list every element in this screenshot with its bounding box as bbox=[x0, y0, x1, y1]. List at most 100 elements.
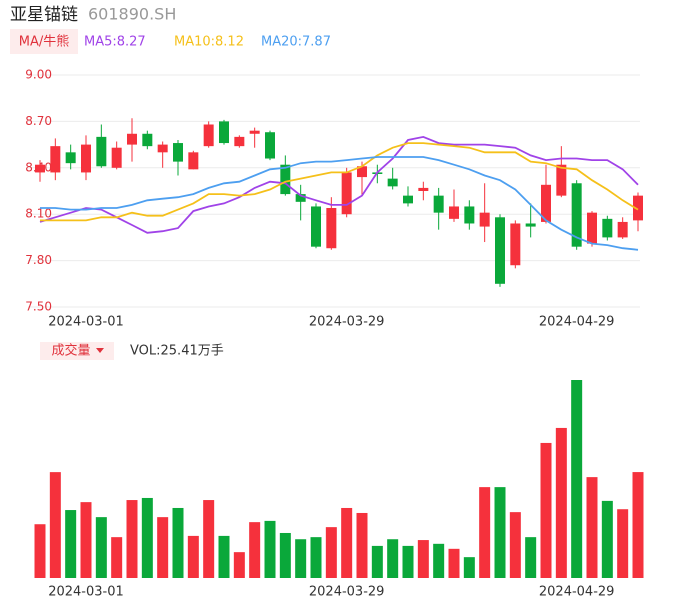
y-tick-label: 8.10 bbox=[25, 207, 52, 221]
candle-body bbox=[96, 136, 107, 167]
volume-bar bbox=[509, 512, 521, 578]
x-tick-label: 2024-03-01 bbox=[48, 315, 124, 330]
volume-bar bbox=[279, 532, 291, 578]
volume-bar bbox=[371, 545, 383, 578]
volume-bar bbox=[157, 517, 169, 578]
volume-bar bbox=[387, 539, 399, 578]
volume-bar bbox=[80, 502, 92, 578]
candle-body bbox=[418, 187, 429, 191]
volume-bar bbox=[187, 535, 199, 578]
candle-body bbox=[464, 206, 475, 224]
volume-bar bbox=[172, 507, 184, 578]
volume-bar bbox=[34, 524, 46, 578]
volume-button-bg[interactable] bbox=[40, 342, 114, 360]
y-tick-label: 7.50 bbox=[25, 300, 52, 314]
volume-bar bbox=[111, 537, 123, 578]
candle-body bbox=[188, 152, 199, 170]
candle-body bbox=[280, 164, 291, 195]
x-tick-label: 2024-03-29 bbox=[309, 315, 385, 330]
candle-body bbox=[295, 194, 306, 202]
candle-body bbox=[571, 183, 582, 247]
x-tick-label: 2024-04-29 bbox=[539, 315, 615, 330]
volume-bar bbox=[571, 380, 583, 578]
y-tick-label: 9.00 bbox=[25, 68, 52, 82]
ma-line bbox=[39, 135, 639, 234]
candle-body bbox=[249, 130, 260, 134]
volume-bar bbox=[402, 545, 414, 578]
volume-bar bbox=[218, 535, 230, 578]
indicator-button[interactable]: MA/牛熊 bbox=[19, 34, 70, 50]
volume-bar bbox=[601, 500, 613, 578]
candle-body bbox=[127, 133, 137, 145]
candle-body bbox=[173, 143, 183, 162]
candle-body bbox=[81, 144, 91, 173]
candle-body bbox=[617, 221, 628, 238]
candle-body bbox=[541, 184, 551, 222]
volume-bar bbox=[555, 427, 567, 578]
volume-label: VOL:25.41万手 bbox=[130, 344, 224, 359]
candle-body bbox=[357, 166, 367, 178]
dropdown-arrow bbox=[96, 348, 104, 353]
candle-body bbox=[111, 147, 122, 168]
candle-body bbox=[449, 206, 459, 219]
candle-body bbox=[479, 212, 490, 227]
volume-button[interactable]: 成交量 bbox=[51, 343, 90, 359]
x-tick-label: 2024-03-01 bbox=[48, 585, 124, 600]
candle-body bbox=[157, 144, 168, 153]
volume-bar bbox=[433, 543, 445, 578]
volume-bar bbox=[586, 477, 598, 578]
candle-body bbox=[633, 195, 643, 221]
volume-bar bbox=[264, 520, 276, 578]
candle-body bbox=[602, 218, 613, 238]
stock-code: 601890.SH bbox=[88, 5, 176, 24]
volume-bar bbox=[356, 512, 368, 578]
candle-body bbox=[495, 217, 505, 284]
volume-bar bbox=[479, 487, 491, 578]
volume-bar bbox=[325, 527, 337, 578]
x-tick-label: 2024-03-29 bbox=[309, 585, 385, 600]
volume-bar bbox=[249, 522, 261, 578]
y-tick-label: 8.70 bbox=[25, 114, 52, 128]
volume-bar bbox=[525, 537, 537, 578]
volume-bar bbox=[310, 537, 322, 578]
indicator-button-bg[interactable] bbox=[10, 29, 78, 54]
volume-bar bbox=[65, 510, 77, 578]
volume-bar bbox=[126, 500, 138, 578]
x-tick-label: 2024-04-29 bbox=[539, 585, 615, 600]
candle-body bbox=[587, 212, 597, 244]
volume-bar bbox=[295, 539, 307, 578]
legend-entry: MA10:8.12 bbox=[174, 35, 244, 50]
volume-bar bbox=[617, 509, 629, 578]
candle-body bbox=[510, 223, 521, 266]
volume-bar bbox=[341, 507, 353, 578]
legend-entry: MA20:7.87 bbox=[261, 35, 331, 50]
legend-entry: MA5:8.27 bbox=[84, 35, 146, 50]
candle-body bbox=[65, 152, 76, 164]
candle-body bbox=[265, 132, 275, 159]
volume-bar bbox=[463, 557, 475, 578]
candle-body bbox=[326, 208, 337, 249]
volume-bar bbox=[448, 548, 460, 578]
candle-body bbox=[50, 146, 61, 173]
candle-body bbox=[203, 124, 214, 147]
candle-body bbox=[433, 195, 444, 213]
volume-bar bbox=[417, 540, 429, 578]
candle-body bbox=[525, 223, 536, 227]
candle-body bbox=[387, 178, 398, 187]
stock-name: 亚星锚链 bbox=[10, 5, 78, 25]
volume-bar bbox=[95, 517, 107, 578]
candle-body bbox=[311, 206, 321, 247]
candle-body bbox=[35, 164, 45, 173]
volume-bar bbox=[632, 472, 644, 578]
candle-body bbox=[219, 121, 229, 144]
candle-body bbox=[556, 164, 567, 196]
candle-body bbox=[142, 133, 153, 147]
volume-bar bbox=[49, 472, 61, 578]
volume-bar bbox=[141, 497, 153, 578]
volume-bar bbox=[540, 442, 552, 578]
candle-body bbox=[234, 136, 245, 147]
ma-line bbox=[40, 156, 639, 251]
volume-bar bbox=[233, 552, 245, 578]
